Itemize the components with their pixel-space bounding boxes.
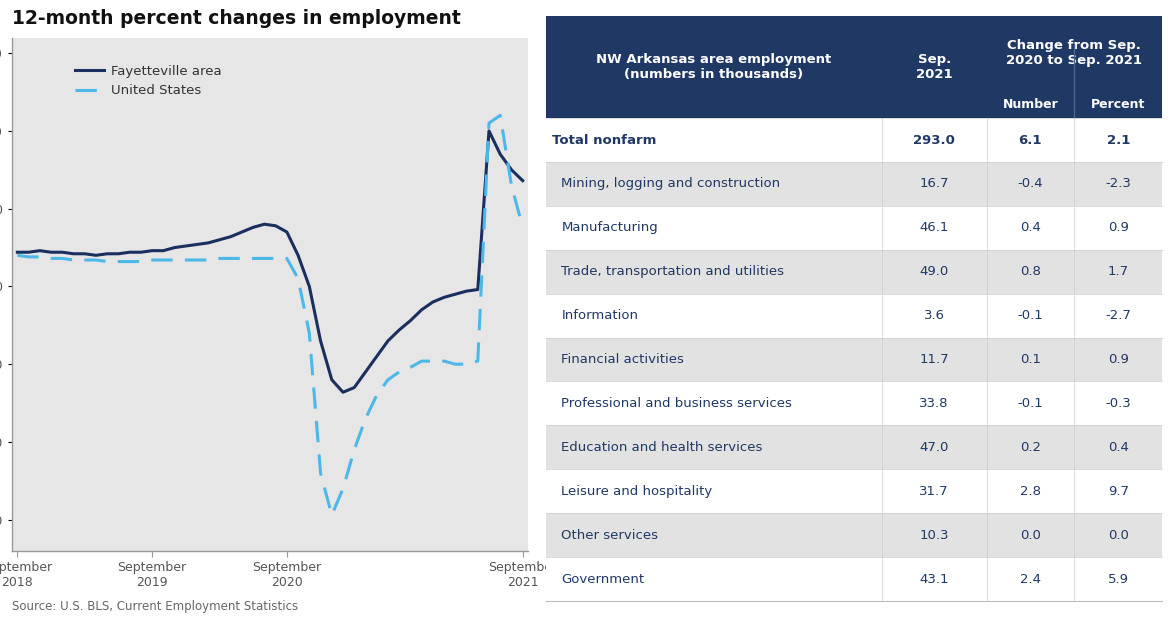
Text: Manufacturing: Manufacturing	[561, 222, 659, 234]
Text: 0.0: 0.0	[1020, 528, 1041, 541]
Text: 293.0: 293.0	[913, 133, 956, 146]
Text: Professional and business services: Professional and business services	[561, 397, 792, 410]
Bar	[1074, 90, 1162, 118]
Text: Sep.
2021: Sep. 2021	[916, 53, 952, 81]
Bar	[546, 426, 1162, 470]
Text: 33.8: 33.8	[919, 397, 949, 410]
Bar	[986, 16, 1162, 90]
Bar	[986, 90, 1074, 118]
Text: Financial activities: Financial activities	[561, 353, 684, 366]
Text: Change from Sep.
2020 to Sep. 2021: Change from Sep. 2020 to Sep. 2021	[1006, 39, 1142, 67]
Text: 31.7: 31.7	[919, 485, 949, 498]
Text: 0.8: 0.8	[1020, 265, 1041, 278]
Bar	[546, 337, 1162, 381]
Text: Education and health services: Education and health services	[561, 441, 763, 454]
Text: Source: U.S. BLS, Current Employment Statistics: Source: U.S. BLS, Current Employment Sta…	[12, 600, 298, 613]
Bar	[546, 16, 882, 118]
Text: Trade, transportation and utilities: Trade, transportation and utilities	[561, 265, 784, 278]
Text: 10.3: 10.3	[919, 528, 949, 541]
Text: 1.7: 1.7	[1107, 265, 1128, 278]
Text: 3.6: 3.6	[924, 309, 945, 322]
Text: -0.3: -0.3	[1105, 397, 1131, 410]
Bar	[546, 513, 1162, 557]
Bar	[546, 206, 1162, 250]
Text: -2.7: -2.7	[1105, 309, 1131, 322]
Text: 0.9: 0.9	[1108, 353, 1128, 366]
Bar	[546, 294, 1162, 337]
Bar	[882, 16, 986, 118]
Text: Government: Government	[561, 573, 645, 585]
Bar	[546, 118, 1162, 162]
Text: 0.9: 0.9	[1108, 222, 1128, 234]
Text: Information: Information	[561, 309, 639, 322]
Text: 9.7: 9.7	[1108, 485, 1128, 498]
Bar	[546, 381, 1162, 426]
Legend: Fayetteville area, United States: Fayetteville area, United States	[70, 59, 227, 103]
Bar	[546, 162, 1162, 206]
Text: 2.1: 2.1	[1107, 133, 1129, 146]
Bar	[546, 557, 1162, 601]
Text: -0.1: -0.1	[1018, 309, 1044, 322]
Text: 49.0: 49.0	[919, 265, 949, 278]
Text: Number: Number	[1003, 98, 1058, 111]
Text: 12-month percent changes in employment: 12-month percent changes in employment	[12, 9, 460, 28]
Bar	[546, 250, 1162, 294]
Text: -2.3: -2.3	[1105, 177, 1131, 190]
Text: 0.1: 0.1	[1020, 353, 1041, 366]
Text: 46.1: 46.1	[919, 222, 949, 234]
Text: NW Arkansas area employment
(numbers in thousands): NW Arkansas area employment (numbers in …	[596, 53, 831, 81]
Text: 5.9: 5.9	[1108, 573, 1128, 585]
Text: 0.2: 0.2	[1020, 441, 1041, 454]
Text: Other services: Other services	[561, 528, 659, 541]
Text: 2.8: 2.8	[1020, 485, 1041, 498]
Text: Mining, logging and construction: Mining, logging and construction	[561, 177, 781, 190]
Text: 2.4: 2.4	[1020, 573, 1041, 585]
Text: -0.1: -0.1	[1018, 397, 1044, 410]
Bar	[546, 470, 1162, 513]
Text: -0.4: -0.4	[1018, 177, 1044, 190]
Text: 43.1: 43.1	[919, 573, 949, 585]
Text: 0.4: 0.4	[1108, 441, 1128, 454]
Text: 11.7: 11.7	[919, 353, 949, 366]
Text: 47.0: 47.0	[919, 441, 949, 454]
Text: 16.7: 16.7	[919, 177, 949, 190]
Text: 0.4: 0.4	[1020, 222, 1041, 234]
Text: Total nonfarm: Total nonfarm	[552, 133, 656, 146]
Text: 6.1: 6.1	[1019, 133, 1043, 146]
Text: 0.0: 0.0	[1108, 528, 1128, 541]
Text: Percent: Percent	[1091, 98, 1146, 111]
Text: Leisure and hospitality: Leisure and hospitality	[561, 485, 713, 498]
